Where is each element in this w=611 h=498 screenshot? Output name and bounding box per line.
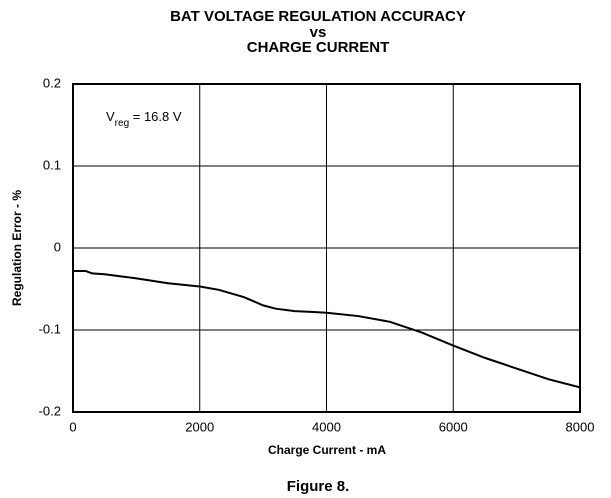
x-tick-label: 0 [69, 419, 76, 434]
y-tick-label: 0.1 [43, 157, 61, 172]
x-axis-label: Charge Current - mA [268, 443, 386, 457]
chart-title: BAT VOLTAGE REGULATION ACCURACY [170, 8, 466, 25]
x-tick-label: 2000 [185, 419, 214, 434]
chart-title: vs [310, 24, 327, 41]
annotation-main: V [106, 109, 115, 124]
plot-frame [72, 83, 581, 413]
y-axis-label: Regulation Error - % [10, 190, 24, 306]
y-tick-label: -0.1 [39, 321, 61, 336]
chart-title: CHARGE CURRENT [247, 39, 390, 56]
x-tick-label: 4000 [312, 419, 341, 434]
annotation-rest: = 16.8 V [129, 109, 182, 124]
x-tick-label: 8000 [566, 419, 595, 434]
y-tick-label: 0 [54, 239, 61, 254]
data-line [73, 269, 581, 389]
annotation-sub: reg [115, 118, 129, 129]
annotation: Vreg = 16.8 V [106, 109, 182, 128]
caption: Figure 8. [287, 478, 350, 495]
y-tick-label: -0.2 [39, 403, 61, 418]
x-tick-label: 6000 [439, 419, 468, 434]
y-tick-label: 0.2 [43, 75, 61, 90]
